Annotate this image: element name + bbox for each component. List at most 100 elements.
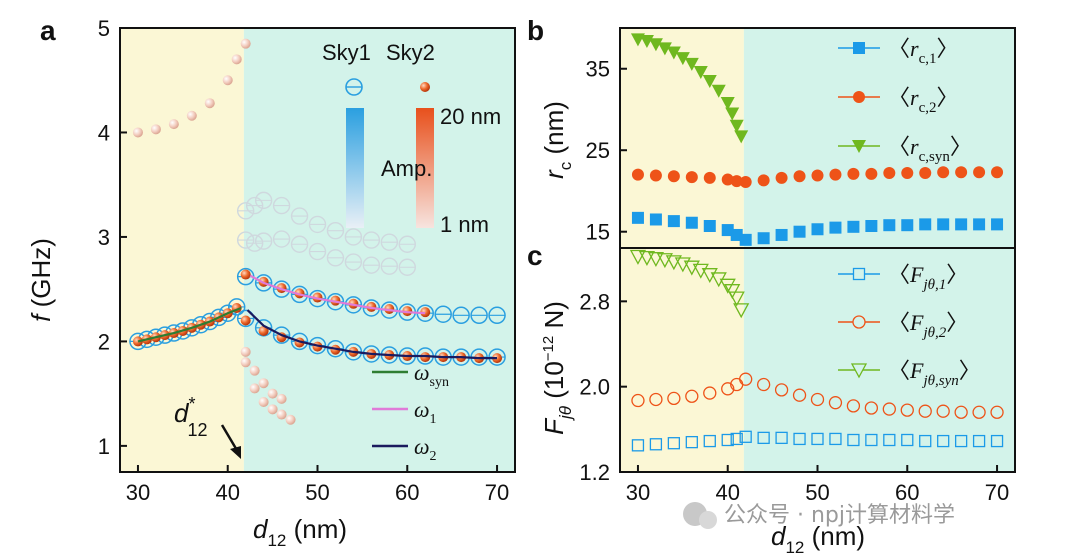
sky2-faint-point: [249, 383, 260, 394]
sky2-faint-point: [186, 110, 197, 121]
sky2-faint-point: [231, 54, 242, 65]
panel-b-letter: b: [527, 15, 544, 46]
rcsyn-point: [684, 57, 699, 71]
f2-point: [972, 405, 986, 419]
rc2-point: [973, 166, 986, 179]
panel-c-legend-marker: [850, 363, 868, 379]
panel-c-xtick-label: 40: [715, 480, 739, 505]
panel-a-background: [120, 28, 516, 472]
panel-b-background: [620, 28, 1015, 248]
f1-point: [901, 433, 914, 447]
f1-point: [829, 432, 842, 446]
panel-a-ytick-label: 3: [98, 225, 110, 250]
rc2-point: [757, 174, 770, 187]
panel-b-legend-label: 〈rc,1〉: [888, 36, 959, 67]
rcsyn-point: [657, 42, 672, 56]
d12-star-annotation: d* 12: [174, 394, 241, 459]
fsyn-point: [719, 278, 736, 294]
panel-c-ytick-label: 1.2: [579, 460, 610, 485]
panel-b-ytick-label: 25: [586, 138, 610, 163]
panel-a-series: [129, 38, 506, 425]
rcsyn-point: [648, 38, 663, 52]
panel-a-region-right: [243, 28, 516, 472]
panel-c-legend-label: 〈Fjθ,syn〉: [888, 358, 981, 389]
rc2-point: [811, 169, 824, 182]
f2-point: [864, 401, 879, 415]
fsyn-point: [647, 252, 664, 268]
f1-point: [937, 434, 950, 448]
f2-point: [685, 389, 699, 403]
panel-c-xtick-label: 60: [895, 480, 919, 505]
panel-a-xtick-label: 30: [126, 480, 150, 505]
panel-c-legend-label: 〈Fjθ,1〉: [888, 262, 968, 293]
rcsyn-point: [639, 35, 654, 49]
rcsyn-point: [729, 119, 744, 133]
rcsyn-point: [675, 52, 690, 66]
rc1-point: [847, 220, 860, 233]
sky2-faint-point: [132, 127, 143, 138]
f2-point: [667, 391, 681, 406]
rc1-point: [811, 223, 824, 236]
rc2-point: [631, 168, 644, 181]
panel-a-xtick-label: 50: [305, 480, 329, 505]
fsyn-point: [728, 291, 745, 307]
f2-point: [792, 388, 807, 402]
sky2-faint-point: [267, 404, 278, 415]
sky2-legend-marker: [420, 82, 430, 92]
panel-b-series: [630, 33, 1004, 246]
panel-c-region-right: [743, 248, 1015, 472]
rc1-point: [757, 232, 770, 245]
series-11-line: [246, 309, 497, 360]
wechat-icon-secondary: [699, 511, 717, 529]
sky2-faint-point: [276, 409, 287, 420]
rc1-point: [937, 218, 950, 231]
fsyn-point: [733, 303, 750, 319]
series-10-line: [249, 274, 426, 315]
f2-point: [756, 377, 771, 392]
rc1-point: [649, 213, 662, 226]
panel-c-xtick-label: 30: [626, 480, 650, 505]
rc2-point: [865, 167, 878, 180]
f2-point: [918, 404, 932, 418]
omega-1-legend-label: ω1: [414, 397, 437, 427]
series-9-line: [137, 306, 242, 343]
f2-point: [739, 372, 753, 386]
rc1-point: [685, 216, 698, 229]
f2-point: [721, 382, 735, 396]
panel-b-ylabel: rc (nm): [539, 101, 575, 179]
panel-c-legend-marker: [852, 315, 866, 329]
rc2-point: [685, 171, 698, 184]
panel-c-letter: c: [527, 240, 543, 271]
f1-point: [739, 430, 752, 443]
sky2-faint-point: [249, 365, 260, 376]
f1-point: [919, 434, 932, 448]
f1-point: [730, 432, 743, 446]
rc2-point: [775, 171, 788, 184]
panel-c-xtick-label: 50: [805, 480, 829, 505]
colorbar-max-label: 20 nm: [440, 104, 501, 129]
f1-point: [847, 433, 860, 447]
panel-b-ytick-label: 15: [586, 220, 610, 245]
rcsyn-point: [720, 96, 735, 110]
panel-b-legend-marker: [852, 140, 866, 153]
rc1-point: [865, 220, 878, 232]
rcsyn-point: [702, 74, 717, 88]
panel-c-background: [620, 248, 1015, 472]
sky2-point: [258, 325, 269, 336]
panel-a-xtick-label: 40: [215, 480, 239, 505]
panel-a-ytick-label: 1: [98, 434, 110, 459]
f1-point: [721, 433, 734, 447]
rc2-point: [901, 167, 914, 180]
rc2-point: [730, 175, 743, 188]
rc2-point: [919, 167, 932, 180]
panel-a-ylabel: f (GHz): [26, 238, 56, 322]
f2-point: [828, 396, 843, 410]
f1-point: [649, 438, 663, 451]
rc2-point: [649, 169, 662, 182]
panel-b-region-left: [620, 28, 744, 248]
sky2-faint-point: [168, 119, 179, 130]
omega-legend: ωsyn ω1 ω2: [372, 360, 449, 464]
panel-c-legend: 〈Fjθ,1〉〈Fjθ,2〉〈Fjθ,syn〉: [838, 262, 981, 389]
sky2-faint-point: [240, 38, 251, 49]
